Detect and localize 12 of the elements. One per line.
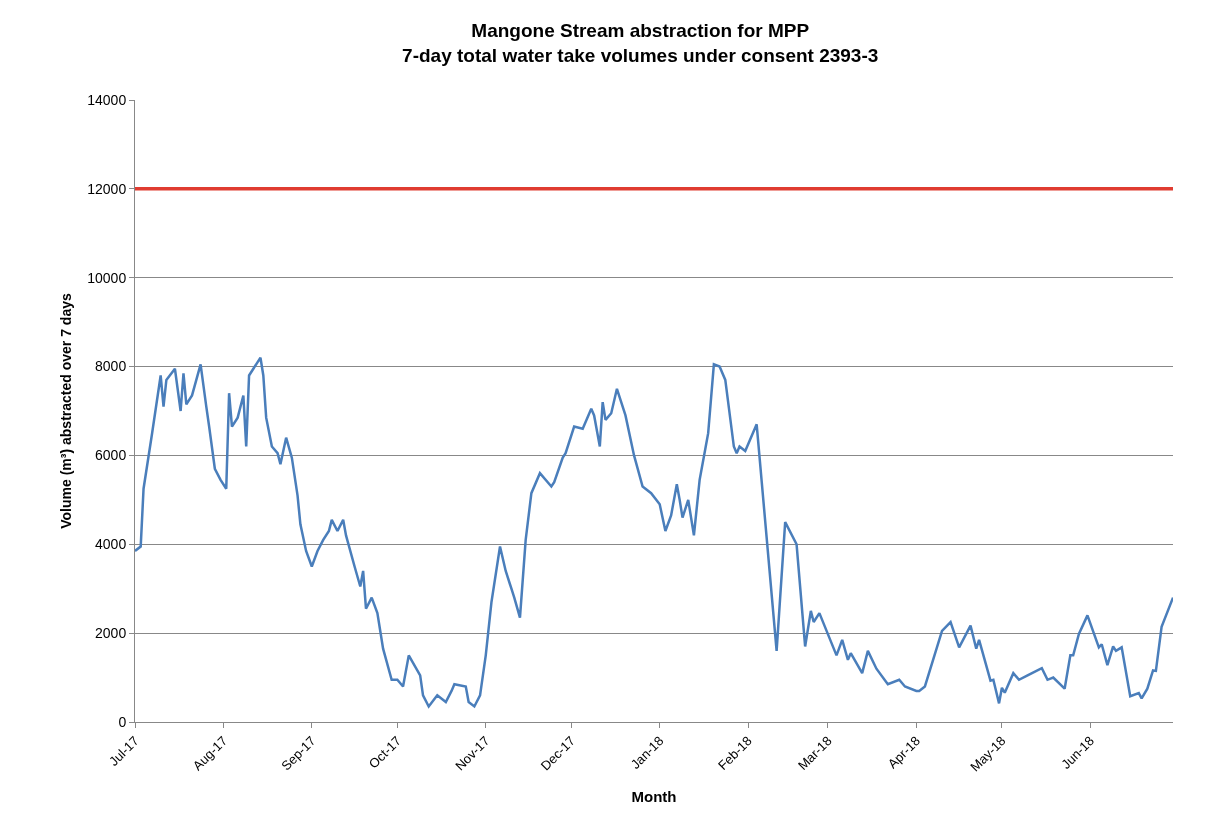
y-tick-label: 12000 <box>87 180 127 197</box>
y-tick-label: 10000 <box>87 269 127 286</box>
y-tick-label: 4000 <box>95 536 127 553</box>
y-tick-label: 6000 <box>95 447 127 464</box>
chart-title: Mangone Stream abstraction for MPP <box>471 20 810 42</box>
x-axis-title: Month <box>631 788 677 806</box>
y-tick-label: 2000 <box>95 625 127 642</box>
chart-subtitle: 7-day total water take volumes under consent 2393-3 <box>402 45 879 67</box>
y-tick-label: 14000 <box>87 91 127 108</box>
y-tick-label: 0 <box>118 713 127 730</box>
y-tick-label: 8000 <box>95 358 127 375</box>
y-axis-title: Volume (m³) abstracted over 7 days <box>57 293 74 529</box>
